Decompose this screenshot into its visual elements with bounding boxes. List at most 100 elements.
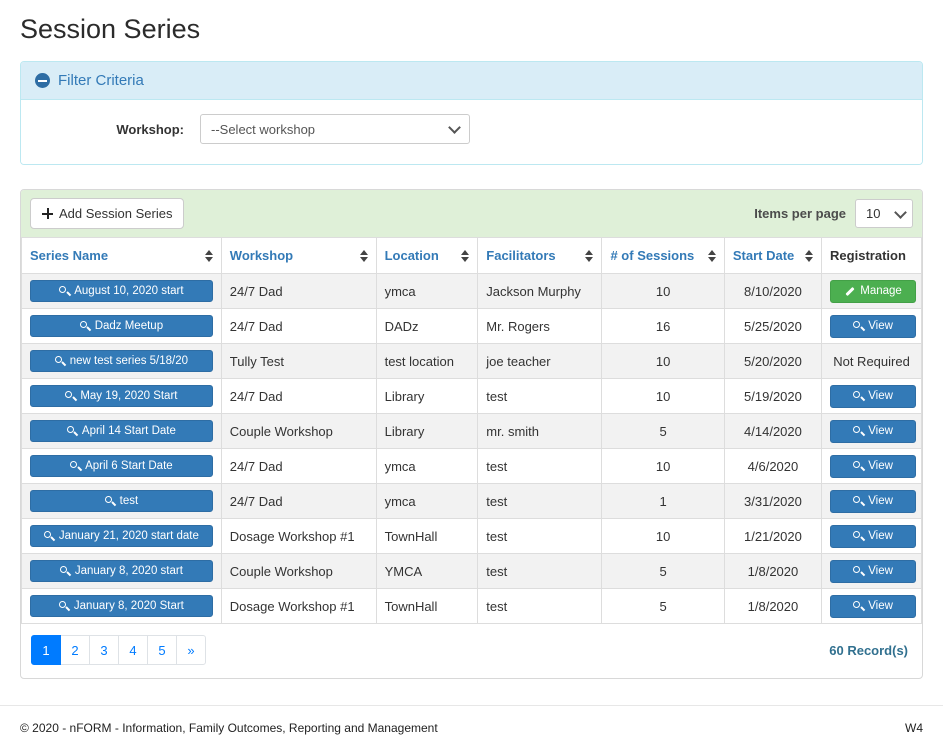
facilitators-cell: test bbox=[477, 518, 603, 554]
view-registration-button[interactable]: View bbox=[830, 559, 917, 583]
search-icon bbox=[104, 496, 115, 506]
table-header-row: Series Name Workshop Location Facilitators #… bbox=[21, 237, 922, 274]
workshop-cell: 24/7 Dad bbox=[220, 483, 377, 519]
sessions-cell: 5 bbox=[601, 413, 725, 449]
column-header-start-date[interactable]: Start Date bbox=[723, 237, 823, 274]
location-cell: TownHall bbox=[375, 518, 479, 554]
facilitators-cell: joe teacher bbox=[477, 343, 603, 379]
search-icon bbox=[59, 286, 69, 296]
series-name-button[interactable]: January 21, 2020 start date bbox=[30, 525, 213, 547]
sessions-cell: 1 bbox=[601, 483, 725, 519]
registration-cell: View bbox=[821, 553, 922, 589]
search-icon bbox=[59, 566, 70, 576]
sort-icon bbox=[461, 249, 470, 262]
page-button-2[interactable]: 2 bbox=[60, 635, 90, 665]
column-header--of-sessions[interactable]: # of Sessions bbox=[601, 237, 725, 274]
session-series-table: Series Name Workshop Location Facilitators #… bbox=[21, 237, 922, 624]
view-registration-button[interactable]: View bbox=[830, 454, 917, 478]
add-session-series-button[interactable]: Add Session Series bbox=[30, 198, 185, 229]
search-icon bbox=[853, 321, 863, 331]
table-row: January 21, 2020 start date Dosage Worksh… bbox=[21, 518, 922, 554]
series-name-cell: April 6 Start Date bbox=[21, 448, 222, 484]
start-date-cell: 1/8/2020 bbox=[723, 588, 823, 624]
location-cell: Library bbox=[375, 378, 479, 414]
start-date-cell: 1/21/2020 bbox=[723, 518, 823, 554]
view-button-label: View bbox=[868, 425, 893, 437]
table-row: Dadz Meetup 24/7 Dad DADz Mr. Rogers 16 5/25/… bbox=[21, 308, 922, 344]
workshop-cell: Dosage Workshop #1 bbox=[220, 518, 377, 554]
workshop-cell: Couple Workshop bbox=[220, 413, 377, 449]
view-registration-button[interactable]: View bbox=[830, 594, 917, 618]
series-name-button[interactable]: January 8, 2020 start bbox=[30, 560, 213, 582]
series-name-cell: new test series 5/18/20 bbox=[21, 343, 222, 379]
view-button-label: View bbox=[868, 600, 893, 612]
series-name-cell: January 21, 2020 start date bbox=[21, 518, 222, 554]
series-name-button[interactable]: April 6 Start Date bbox=[30, 455, 213, 477]
record-count: 60 Record(s) bbox=[829, 642, 908, 658]
location-cell: ymca bbox=[375, 483, 479, 519]
series-name-button[interactable]: May 19, 2020 Start bbox=[30, 385, 213, 407]
filter-criteria-label: Filter Criteria bbox=[58, 72, 144, 89]
series-name-label: test bbox=[119, 495, 139, 507]
series-name-button[interactable]: Dadz Meetup bbox=[30, 315, 213, 337]
view-button-label: View bbox=[868, 320, 893, 332]
view-button-label: View bbox=[868, 530, 893, 542]
page-button-1[interactable]: 1 bbox=[31, 635, 61, 665]
registration-cell: View bbox=[821, 413, 922, 449]
search-icon bbox=[853, 391, 863, 401]
column-header-location[interactable]: Location bbox=[375, 237, 479, 274]
series-name-cell: Dadz Meetup bbox=[21, 308, 222, 344]
collapse-icon bbox=[35, 73, 50, 88]
column-header-series-name[interactable]: Series Name bbox=[21, 237, 222, 274]
pencil-icon bbox=[844, 286, 855, 297]
series-name-cell: April 14 Start Date bbox=[21, 413, 222, 449]
manage-button-label: Manage bbox=[860, 285, 902, 297]
column-header-label: Location bbox=[384, 248, 439, 263]
series-name-cell: January 8, 2020 Start bbox=[21, 588, 222, 624]
workshop-cell: 24/7 Dad bbox=[220, 273, 377, 309]
sessions-cell: 10 bbox=[601, 378, 725, 414]
view-registration-button[interactable]: View bbox=[830, 419, 917, 443]
workshop-select[interactable]: --Select workshop bbox=[200, 114, 470, 144]
manage-registration-button[interactable]: Manage bbox=[830, 279, 917, 303]
series-name-cell: August 10, 2020 start bbox=[21, 273, 222, 309]
series-name-label: January 21, 2020 start date bbox=[58, 530, 199, 542]
footer-copyright: © 2020 - nFORM - Information, Family Out… bbox=[20, 721, 438, 735]
column-header-label: Facilitators bbox=[486, 248, 556, 263]
next-page-button[interactable]: » bbox=[176, 635, 206, 665]
view-registration-button[interactable]: View bbox=[830, 384, 917, 408]
view-registration-button[interactable]: View bbox=[830, 489, 917, 513]
series-name-button[interactable]: April 14 Start Date bbox=[30, 420, 213, 442]
registration-cell: View bbox=[821, 448, 922, 484]
series-name-button[interactable]: test bbox=[30, 490, 213, 512]
table-row: new test series 5/18/20 Tully Test test lo… bbox=[21, 343, 922, 379]
page-button-3[interactable]: 3 bbox=[89, 635, 119, 665]
series-name-label: May 19, 2020 Start bbox=[80, 390, 178, 402]
series-name-button[interactable]: January 8, 2020 Start bbox=[30, 595, 213, 617]
column-header-facilitators[interactable]: Facilitators bbox=[477, 237, 603, 274]
filter-criteria-header[interactable]: Filter Criteria bbox=[21, 62, 922, 100]
page-button-4[interactable]: 4 bbox=[118, 635, 148, 665]
table-row: August 10, 2020 start 24/7 Dad ymca Jackson… bbox=[21, 273, 922, 309]
view-registration-button[interactable]: View bbox=[830, 524, 917, 548]
table-body: August 10, 2020 start 24/7 Dad ymca Jackson… bbox=[21, 273, 922, 624]
sessions-cell: 10 bbox=[601, 343, 725, 379]
search-icon bbox=[79, 321, 90, 331]
column-header-workshop[interactable]: Workshop bbox=[220, 237, 377, 274]
start-date-cell: 8/10/2020 bbox=[723, 273, 823, 309]
sort-icon bbox=[707, 249, 716, 262]
registration-cell: View bbox=[821, 308, 922, 344]
registration-cell: View bbox=[821, 483, 922, 519]
facilitators-cell: test bbox=[477, 448, 603, 484]
column-header-label: Workshop bbox=[229, 248, 294, 263]
page-button-5[interactable]: 5 bbox=[147, 635, 177, 665]
search-icon bbox=[853, 566, 863, 576]
items-per-page-select[interactable]: 10 bbox=[855, 199, 913, 228]
footer-divider bbox=[0, 705, 943, 706]
series-name-button[interactable]: new test series 5/18/20 bbox=[30, 350, 213, 372]
view-registration-button[interactable]: View bbox=[830, 314, 917, 338]
series-name-button[interactable]: August 10, 2020 start bbox=[30, 280, 213, 302]
facilitators-cell: mr. smith bbox=[477, 413, 603, 449]
table-toolbar: Add Session Series Items per page 10 bbox=[21, 190, 922, 237]
location-cell: ymca bbox=[375, 448, 479, 484]
